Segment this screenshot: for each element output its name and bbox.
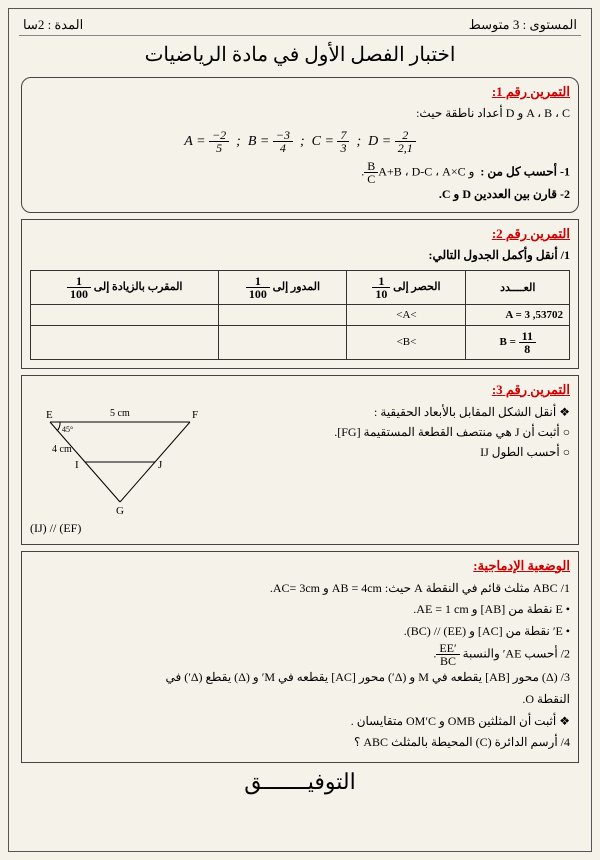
ex3-label: التمرين رقم 3:	[30, 382, 570, 398]
footer: التوفيـــــــق	[19, 769, 581, 795]
page-frame: المستوى : 3 متوسط المدة : 2سا اختبار الف…	[8, 8, 592, 852]
exercise-3: التمرين رقم 3: أنقل الشكل المقابل بالأبع…	[21, 375, 579, 545]
svg-text:5 cm: 5 cm	[110, 408, 130, 419]
duration-label: المدة : 2سا	[23, 17, 83, 33]
col-round: المدور إلى 1100	[219, 270, 347, 304]
table-row: A = 3 ,53702 <A<	[31, 304, 570, 325]
svg-text:J: J	[158, 459, 163, 471]
ex1-q2: 2- قارن بين العددين D و C.	[30, 185, 570, 204]
ex3-text: أنقل الشكل المقابل بالأبعاد الحقيقية : أ…	[238, 402, 570, 463]
ex1-intro: A ، B ، C و D أعداد ناطقة حيث:	[30, 104, 570, 123]
svg-text:E: E	[46, 409, 53, 421]
table-row: B = 118 <B<	[31, 325, 570, 359]
svg-text:F: F	[192, 409, 198, 421]
ex2-label: التمرين رقم 2:	[30, 226, 570, 242]
svg-text:45°: 45°	[62, 425, 73, 434]
ex1-label: التمرين رقم 1:	[30, 84, 570, 100]
ex2-lead: 1/ أنقل وأكمل الجدول التالي:	[30, 246, 570, 265]
page-title: اختبار الفصل الأول في مادة الرياضيات	[19, 42, 581, 67]
ex2-table: العــــدد الحصر إلى 110 المدور إلى 1100 …	[30, 270, 570, 360]
svg-text:G: G	[116, 505, 124, 517]
ex4-label: الوضعية الإدماجية:	[30, 558, 570, 574]
col-approx: المقرب بالزيادة إلى 1100	[31, 270, 219, 304]
svg-text:I: I	[75, 459, 79, 471]
col-bound: الحصر إلى 110	[347, 270, 466, 304]
svg-text:4 cm: 4 cm	[52, 444, 72, 455]
ex1-equations: A = −25 ; B = −34 ; C = 73 ; D = 22,1	[30, 129, 570, 154]
exercise-4: الوضعية الإدماجية: 1/ ABC مثلث قائم في ا…	[21, 551, 579, 763]
exercise-2: التمرين رقم 2: 1/ أنقل وأكمل الجدول التا…	[21, 219, 579, 368]
ex1-q1: 1- أحسب كل من : A+B ، D-C ، A×C و BC.	[30, 160, 570, 185]
header: المستوى : 3 متوسط المدة : 2سا	[19, 15, 581, 36]
triangle-figure: E F I J G 5 cm 4 cm 45° (IJ) // (EF)	[30, 402, 230, 536]
col-number: العــــدد	[466, 270, 570, 304]
parallel-note: (IJ) // (EF)	[30, 521, 230, 536]
ex4-body: 1/ ABC مثلث قائم في النقطة A حيث: AB = 4…	[30, 578, 570, 754]
exercise-1: التمرين رقم 1: A ، B ، C و D أعداد ناطقة…	[21, 77, 579, 213]
level-label: المستوى : 3 متوسط	[469, 17, 577, 33]
